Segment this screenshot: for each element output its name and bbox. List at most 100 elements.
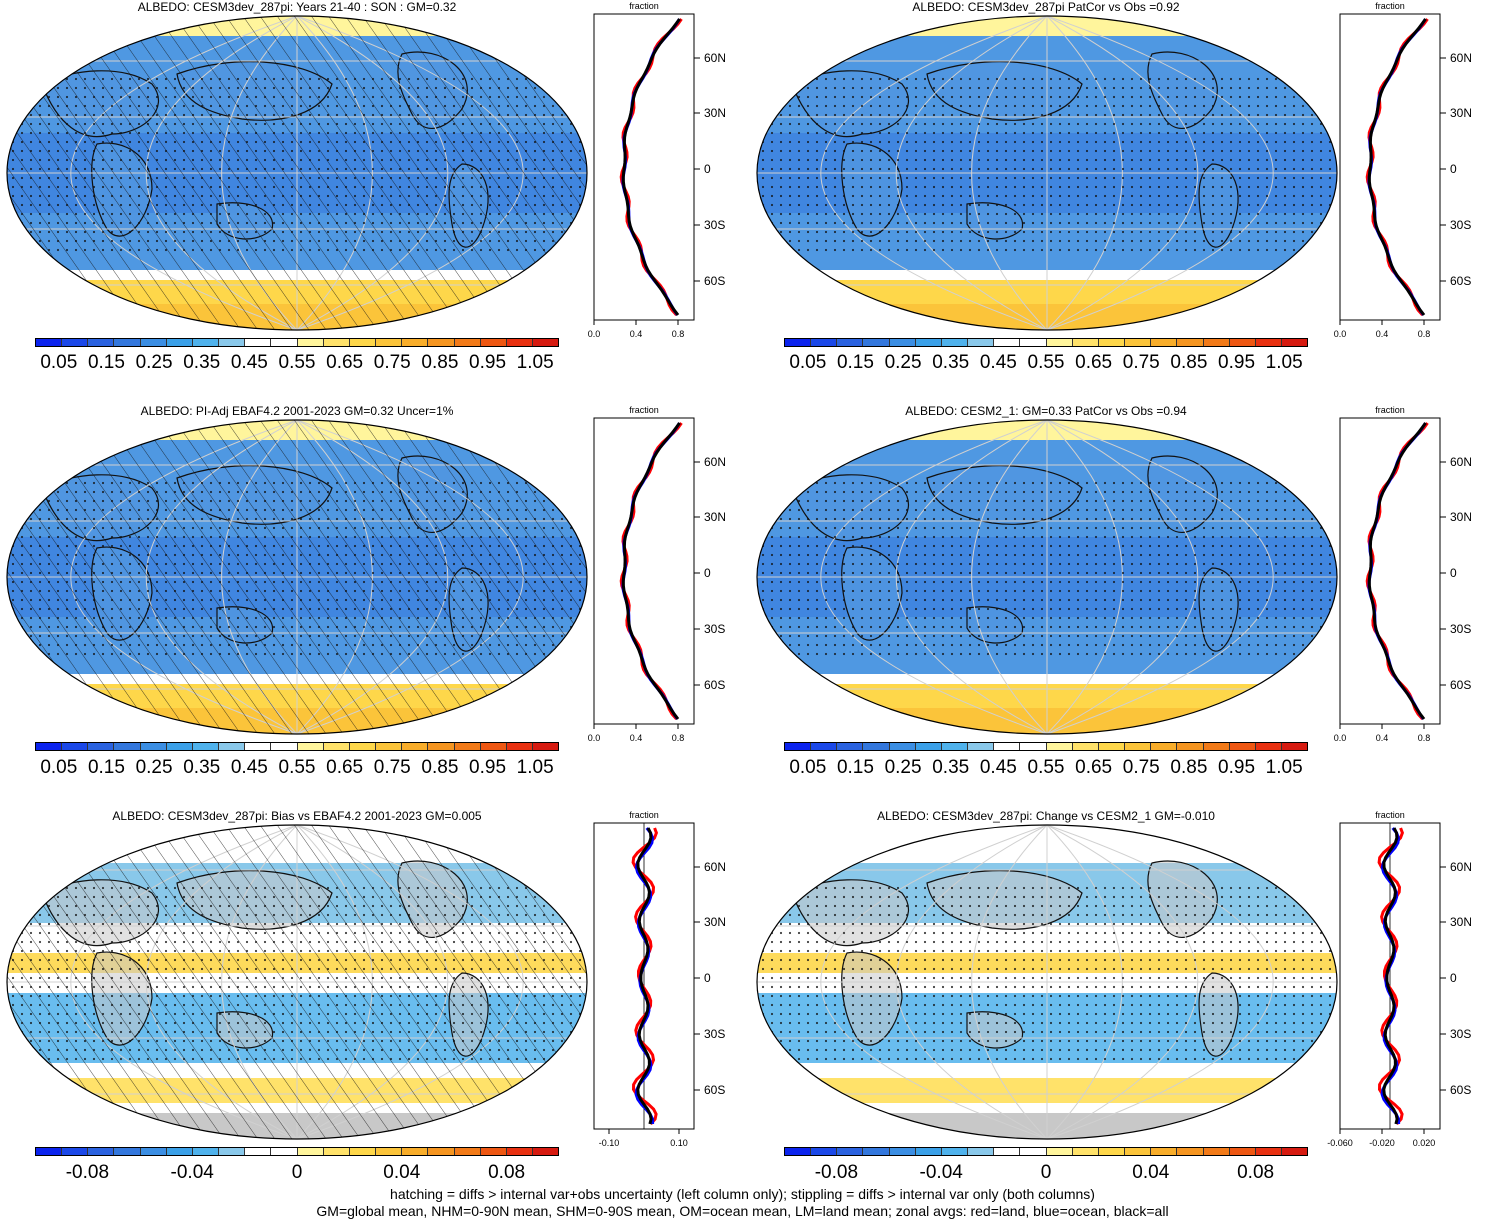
colorbar-swatch <box>915 743 942 750</box>
colorbar-6-labels: -0.08 -0.04 0 0.04 0.08 <box>784 1162 1308 1184</box>
zonal-all-curve <box>636 827 653 1125</box>
colorbar-swatch <box>532 1148 559 1155</box>
colorbar-swatch <box>785 339 812 346</box>
colorbar-tick-label: -0.04 <box>170 1162 214 1183</box>
lat-label: 0 <box>704 566 711 580</box>
colorbar-tick-label: 0.55 <box>278 352 316 373</box>
colorbar-swatch <box>1046 743 1073 750</box>
colorbar-swatch <box>323 339 350 346</box>
zonal-tick-label: 0.4 <box>1376 329 1389 339</box>
colorbar-swatch <box>506 1148 533 1155</box>
lat-label: 60S <box>1450 274 1471 288</box>
colorbar-swatch <box>1229 339 1256 346</box>
zonal-land-curve <box>1365 18 1429 317</box>
zonal-header: fraction <box>629 810 659 820</box>
colorbar-swatch <box>1229 743 1256 750</box>
lat-label: 60N <box>1450 455 1471 469</box>
colorbar-swatch <box>1229 1148 1256 1155</box>
colorbar-swatch <box>376 339 403 346</box>
colorbar-swatch <box>62 743 89 750</box>
colorbar-swatch <box>785 1148 812 1155</box>
colorbar-swatch <box>1203 743 1230 750</box>
colorbar-swatch <box>140 743 167 750</box>
colorbar-swatch <box>837 743 864 750</box>
colorbar-swatch <box>968 743 995 750</box>
colorbar-swatch <box>889 339 916 346</box>
colorbar-swatch <box>271 743 298 750</box>
panel-5-title: ALBEDO: CESM3dev_287pi: Bias vs EBAF4.2 … <box>112 809 482 823</box>
zonal-tick-label: 0.0 <box>588 733 601 743</box>
colorbar-swatch <box>785 743 812 750</box>
colorbar-tick-label: 0.04 <box>383 1162 421 1183</box>
zonal-all-curve <box>621 18 681 316</box>
colorbar-swatch <box>1020 339 1047 346</box>
colorbar-swatch <box>811 743 838 750</box>
zonal-profile-1: fraction 60N 30N 0 30S 60S 0.0 0.4 0.8 <box>588 1 725 339</box>
colorbar-tick-label: 0.04 <box>1132 1162 1170 1183</box>
lat-label: 30N <box>1450 915 1471 929</box>
lat-label: 0 <box>1450 971 1457 985</box>
panel-1-title: ALBEDO: CESM3dev_287pi: Years 21-40 : SO… <box>137 0 457 14</box>
colorbar-swatch <box>271 1148 298 1155</box>
colorbar-swatch <box>1177 1148 1204 1155</box>
lat-label: 60S <box>704 678 725 692</box>
lat-label: 30N <box>704 510 725 524</box>
colorbar-tick-label: 0.05 <box>40 757 78 778</box>
zonal-tick-label: 0.4 <box>630 329 643 339</box>
colorbar-tick-label: 0.85 <box>1170 352 1208 373</box>
colorbar-swatch <box>1046 1148 1073 1155</box>
colorbar-tick-label: 0.08 <box>1237 1162 1275 1183</box>
colorbar-swatch <box>1151 743 1178 750</box>
map-border <box>756 15 1338 331</box>
colorbar-swatch <box>88 1148 115 1155</box>
map-panel-3 <box>6 419 588 735</box>
colorbar-tick-label: 0.95 <box>469 352 507 373</box>
colorbar-swatch <box>166 1148 193 1155</box>
lat-label: 60S <box>1450 1083 1471 1097</box>
colorbar-swatch <box>994 339 1021 346</box>
colorbar-swatch <box>245 1148 272 1155</box>
colorbar-swatch <box>1098 743 1126 750</box>
colorbar-swatch <box>994 743 1021 750</box>
lat-label: 60N <box>704 455 725 469</box>
zonal-tick-label: 0.4 <box>630 733 643 743</box>
lat-label: 0 <box>1450 162 1457 176</box>
zonal-tick-label: 0.8 <box>1418 733 1431 743</box>
colorbar-swatch <box>1125 339 1152 346</box>
colorbar-tick-label: 0.75 <box>1122 352 1160 373</box>
lat-label: 30N <box>704 106 725 120</box>
colorbar-tick-label: 0.15 <box>87 757 125 778</box>
colorbar-swatch <box>1281 339 1308 346</box>
colorbar-swatch <box>192 1148 220 1155</box>
lat-label: 30N <box>1450 510 1471 524</box>
colorbar-swatch <box>1046 339 1073 346</box>
lat-label: 30S <box>704 218 725 232</box>
colorbar-tick-label: 0.35 <box>932 352 970 373</box>
lat-label: 60S <box>704 1083 725 1097</box>
colorbar-tick-label: 1.05 <box>1265 352 1303 373</box>
colorbar-swatch <box>428 339 455 346</box>
colorbar-swatch <box>376 1148 403 1155</box>
lat-label: 30S <box>704 622 725 636</box>
colorbar-tick-label: 0.65 <box>326 757 364 778</box>
zonal-land-curve <box>619 18 683 317</box>
zonal-land-curve <box>1377 827 1405 1126</box>
colorbar-tick-label: 0.85 <box>421 757 459 778</box>
colorbar-tick-label: 0.45 <box>979 757 1017 778</box>
colorbar-swatch <box>245 743 272 750</box>
zonal-header: fraction <box>629 405 659 415</box>
colorbar-1-labels: 0.05 0.15 0.25 0.35 0.45 0.55 0.65 0.75 0.85 0.95… <box>35 352 559 374</box>
colorbar-swatch <box>1177 339 1204 346</box>
panel-3-title: ALBEDO: PI-Adj EBAF4.2 2001-2023 GM=0.32… <box>140 404 454 418</box>
colorbar-swatch <box>811 339 838 346</box>
colorbar-tick-label: 0.15 <box>836 757 874 778</box>
lat-label: 60S <box>1450 678 1471 692</box>
colorbar-swatch <box>1281 743 1308 750</box>
colorbar-swatch <box>349 339 377 346</box>
colorbar-tick-label: 0.08 <box>488 1162 526 1183</box>
colorbar-tick-label: 0.45 <box>979 352 1017 373</box>
colorbar-tick-label: 1.05 <box>1265 757 1303 778</box>
zonal-profile-3: fraction 60N 30N 0 30S 60S 0.0 0.4 0.8 <box>588 405 725 743</box>
map-border <box>6 15 588 331</box>
lat-label: 30S <box>1450 622 1471 636</box>
